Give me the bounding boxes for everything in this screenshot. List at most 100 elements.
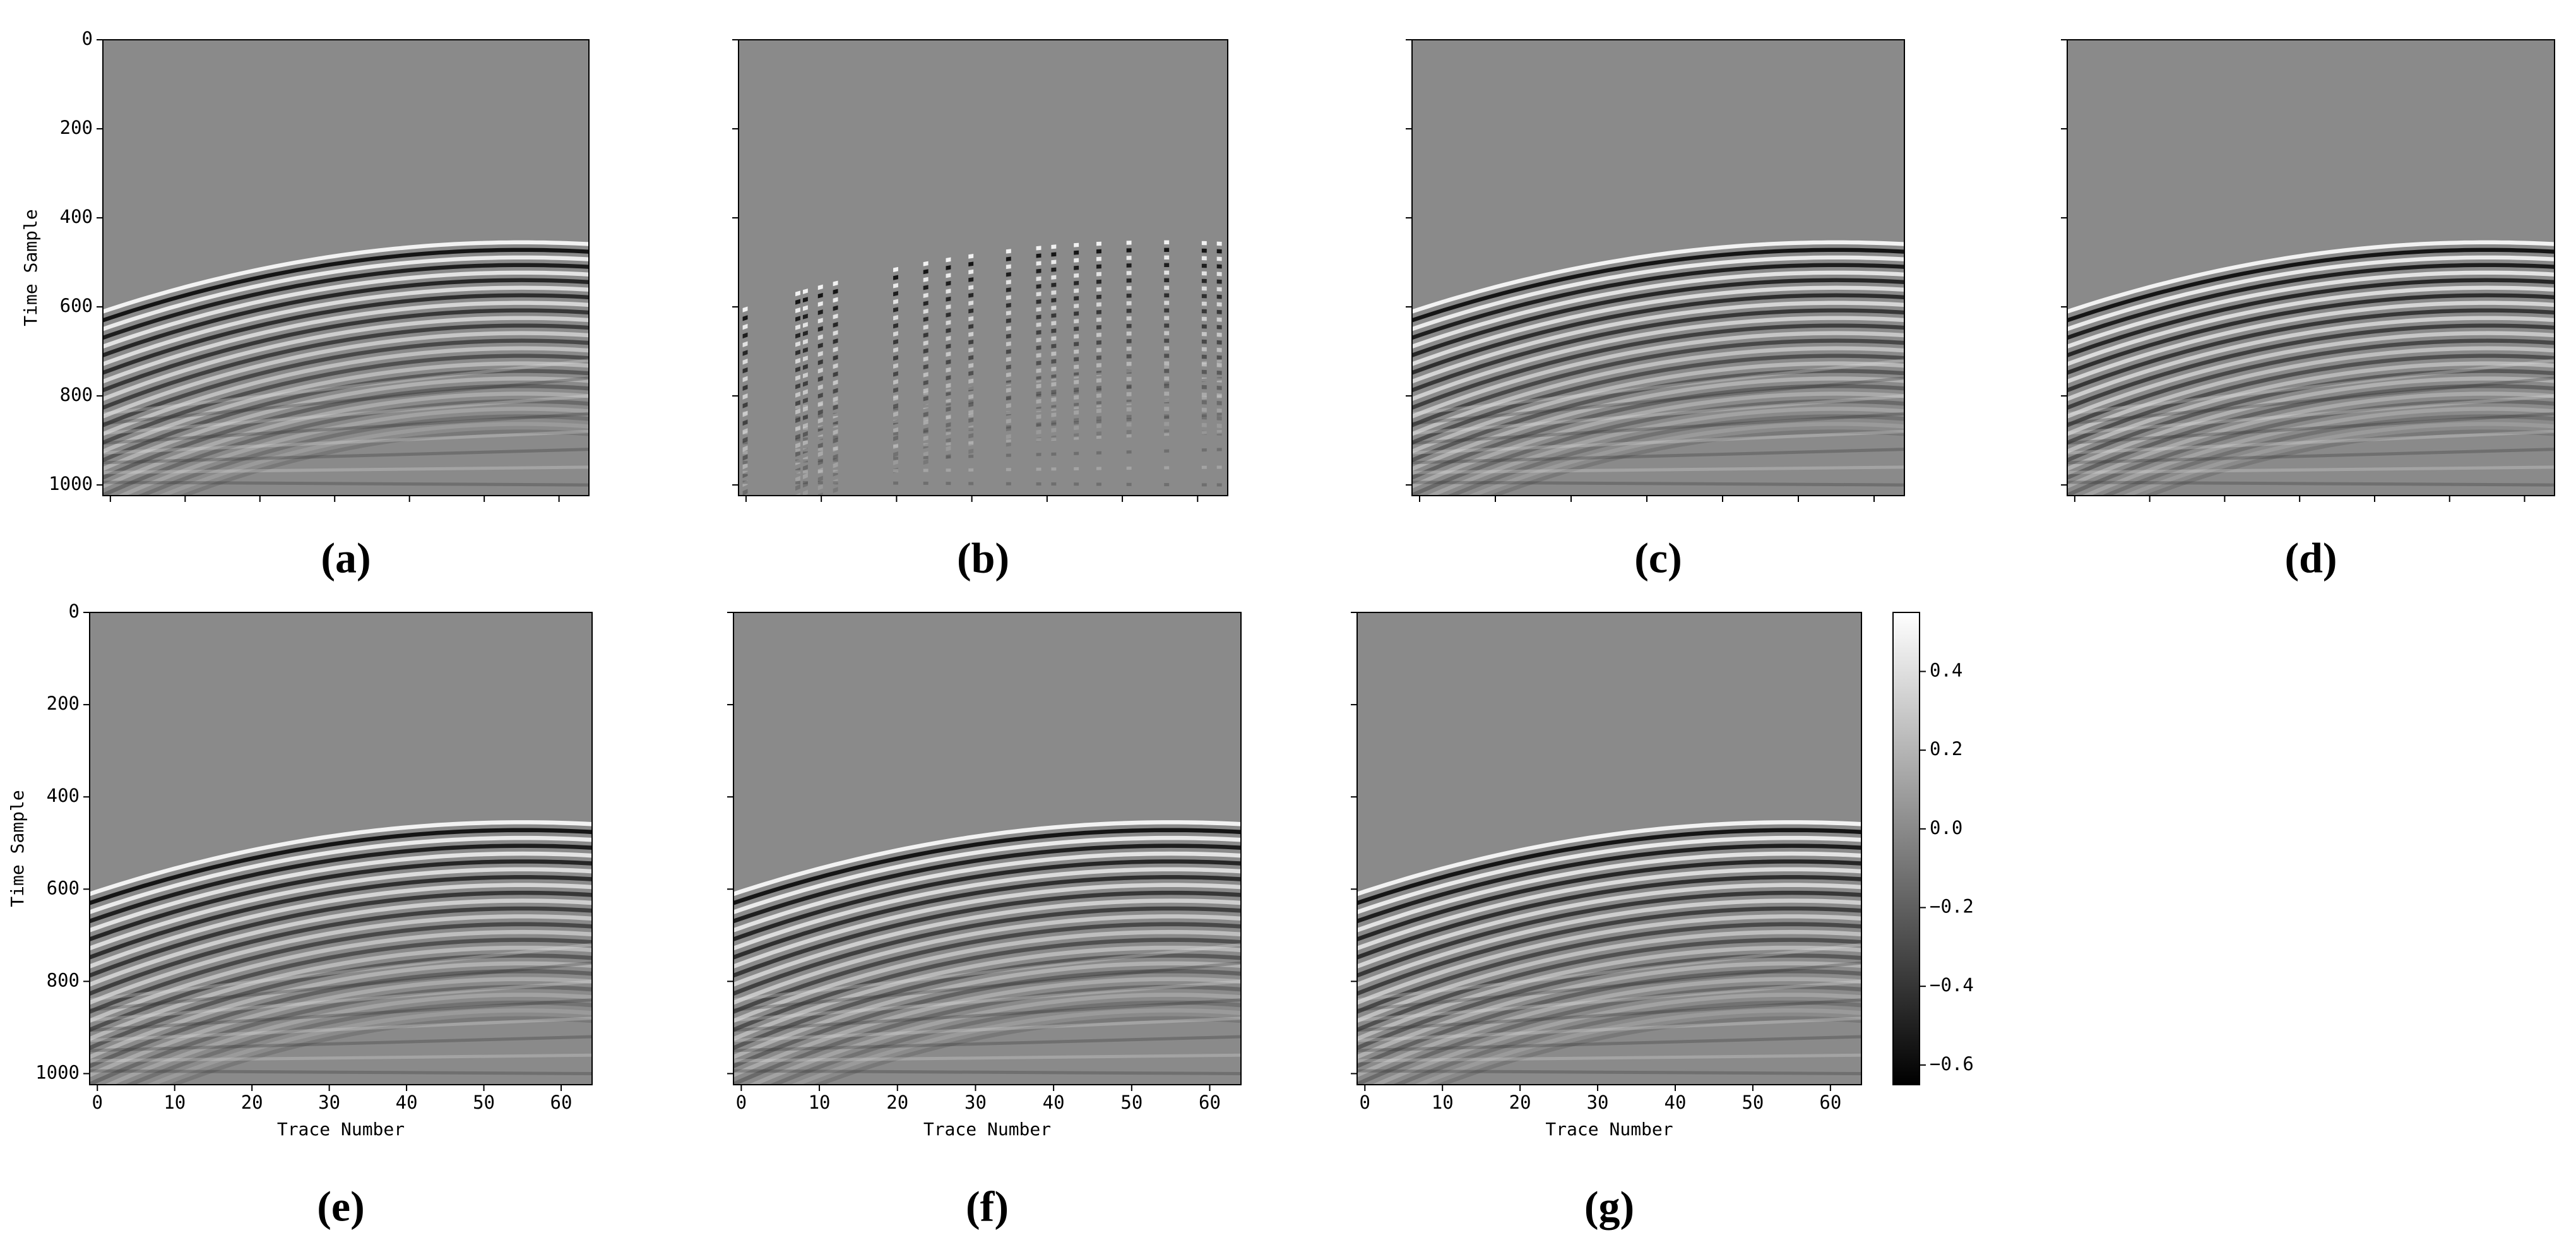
panel: 0.4 0.2 0.0 −0.2 −0.4 −0.6 bbox=[1892, 612, 1974, 1085]
crossing-event bbox=[2067, 376, 2555, 426]
reflection-band bbox=[90, 929, 592, 1023]
crossing-event bbox=[2067, 412, 2555, 445]
reflection-band bbox=[2067, 361, 2555, 454]
reflection-band bbox=[1357, 859, 1861, 941]
reflection-band bbox=[103, 240, 589, 314]
reflection-band bbox=[103, 399, 589, 496]
image-background bbox=[2067, 40, 2555, 496]
y-tick-label: 0 bbox=[82, 28, 93, 49]
colorbar-tick-label: 0.2 bbox=[1930, 738, 1962, 760]
reflection-band bbox=[103, 293, 589, 375]
crossing-event bbox=[733, 1053, 1241, 1063]
reflection-band bbox=[103, 331, 589, 419]
x-tick-label: 50 bbox=[473, 1092, 495, 1113]
seismic-image bbox=[103, 240, 589, 496]
reflection-band bbox=[103, 278, 589, 357]
reflection-band bbox=[90, 961, 592, 1059]
reflection-band bbox=[747, 993, 1241, 1085]
reflection-band bbox=[1412, 270, 1904, 349]
reflection-band bbox=[1357, 984, 1861, 1085]
reflection-band bbox=[90, 945, 592, 1041]
reflection-band bbox=[1357, 898, 1861, 987]
crossing-event bbox=[103, 376, 589, 426]
crossing-event bbox=[103, 412, 589, 445]
reflection-band bbox=[812, 1016, 1241, 1085]
y-tick-label: 0 bbox=[69, 600, 80, 622]
crossing-event bbox=[1357, 1016, 1861, 1042]
x-tick-label: 60 bbox=[1819, 1092, 1841, 1113]
reflection-band bbox=[1435, 1016, 1861, 1085]
colorbar-tick-label: −0.6 bbox=[1930, 1053, 1974, 1075]
reflection-band bbox=[1412, 323, 1904, 410]
reflection-band bbox=[1392, 1000, 1861, 1085]
plot-frame bbox=[1356, 612, 1862, 1085]
reflection-band bbox=[103, 308, 589, 393]
crossing-event bbox=[2067, 465, 2555, 474]
reflection-band bbox=[2067, 376, 2555, 471]
panel-label: (c) bbox=[1634, 534, 1682, 582]
y-tick-label: 200 bbox=[47, 693, 80, 714]
crossing-event bbox=[2067, 429, 2555, 455]
reflection-band bbox=[90, 875, 592, 960]
crossing-event bbox=[1357, 998, 1861, 1032]
reflection-band bbox=[1412, 255, 1904, 331]
y-axis-label: Time Sample bbox=[7, 790, 28, 907]
reflection-band bbox=[2067, 391, 2555, 489]
image-background bbox=[1357, 612, 1861, 1085]
reflection-band bbox=[167, 1016, 592, 1085]
crossing-event bbox=[1357, 943, 1861, 1002]
reflection-band bbox=[1412, 338, 1904, 427]
panel-label: (a) bbox=[321, 534, 371, 582]
reflection-band bbox=[2067, 255, 2555, 331]
reflection-band bbox=[2067, 384, 2555, 480]
crossing-event bbox=[90, 943, 592, 1002]
crossing-event bbox=[2067, 480, 2555, 487]
crossing-event bbox=[103, 429, 589, 455]
reflection-band bbox=[2067, 270, 2555, 349]
reflection-band bbox=[90, 835, 592, 914]
plot-frame bbox=[1411, 39, 1905, 496]
reflection-band bbox=[733, 914, 1241, 1005]
crossing-event bbox=[1412, 448, 1904, 465]
crossing-event bbox=[90, 1053, 592, 1063]
reflection-band bbox=[733, 867, 1241, 951]
reflection-band bbox=[157, 422, 589, 496]
reflection-band bbox=[733, 945, 1241, 1041]
crossing-event bbox=[733, 1069, 1241, 1075]
reflection-band bbox=[2080, 407, 2555, 496]
seismic-image bbox=[1357, 820, 1861, 1085]
reflection-band bbox=[2067, 263, 2555, 340]
reflection-band bbox=[1412, 361, 1904, 454]
crossing-event bbox=[1412, 412, 1904, 445]
image-background bbox=[1412, 40, 1904, 496]
crossing-event bbox=[90, 1069, 592, 1075]
reflection-band bbox=[733, 820, 1241, 897]
crossing-event bbox=[2067, 359, 2555, 415]
reflection-band bbox=[103, 346, 589, 436]
reflection-band bbox=[1467, 422, 1904, 496]
reflection-band bbox=[1412, 354, 1904, 445]
x-tick-label: 40 bbox=[396, 1092, 418, 1113]
reflection-band bbox=[1488, 429, 1904, 496]
reflection-band bbox=[1412, 369, 1904, 462]
reflection-band bbox=[90, 867, 592, 951]
reflection-band bbox=[1357, 953, 1861, 1050]
seismic-image bbox=[1412, 240, 1904, 496]
crossing-event bbox=[90, 979, 592, 1022]
panel-label: (f) bbox=[966, 1183, 1009, 1231]
x-tick-label: 30 bbox=[965, 1092, 987, 1113]
y-tick-label: 400 bbox=[60, 206, 93, 227]
crossing-event bbox=[733, 943, 1241, 1002]
y-tick-label: 200 bbox=[60, 117, 93, 138]
plot-frame bbox=[89, 612, 593, 1085]
reflection-band bbox=[1357, 867, 1861, 951]
panel: 0 10 20 30 40 50 60 Trace Number (f) bbox=[727, 612, 1242, 1231]
reflection-band bbox=[1412, 301, 1904, 384]
reflection-band bbox=[768, 1000, 1241, 1085]
image-background bbox=[739, 40, 1228, 496]
crossing-event bbox=[1412, 429, 1904, 455]
colorbar-tick-label: −0.2 bbox=[1930, 896, 1974, 917]
y-tick-label: 800 bbox=[47, 969, 80, 991]
reflection-band bbox=[103, 369, 589, 462]
panel: 0 10 20 30 40 50 60 Trace Number (g) bbox=[1351, 612, 1862, 1231]
